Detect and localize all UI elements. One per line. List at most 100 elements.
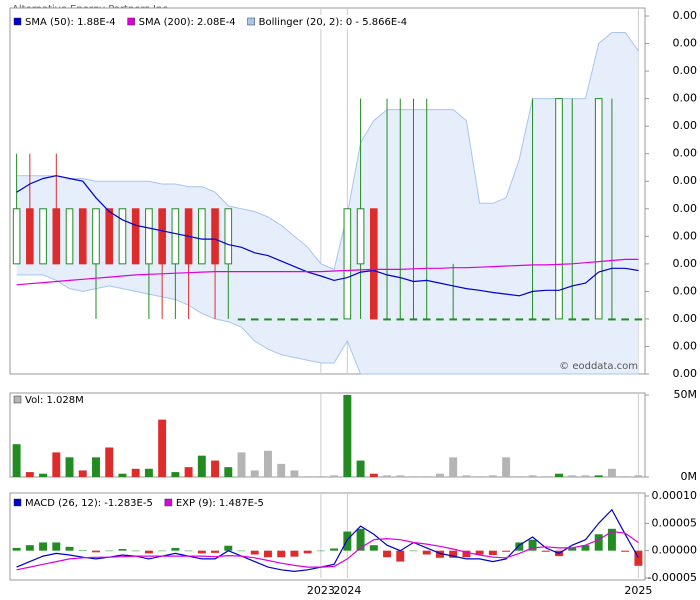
volume-bar	[78, 470, 87, 477]
candle-body	[277, 318, 286, 321]
y-tick-label: 0.00	[673, 174, 698, 187]
candle-body	[105, 208, 114, 265]
volume-bar	[607, 468, 616, 477]
macd-histogram-bar	[184, 550, 193, 552]
volume-bar	[594, 475, 603, 477]
macd-histogram-bar	[462, 550, 471, 558]
legend-swatch	[13, 395, 22, 404]
volume-bar	[12, 444, 21, 477]
candle-body	[211, 208, 219, 265]
volume-bar	[316, 476, 325, 477]
candle-body	[250, 318, 259, 321]
watermark: © eoddata.com	[559, 361, 638, 372]
volume-bar	[105, 447, 114, 477]
macd-histogram-bar	[290, 550, 299, 557]
candle-body	[65, 208, 74, 265]
candle-body	[502, 318, 510, 321]
macd-histogram-bar	[541, 550, 550, 552]
macd-histogram-bar	[264, 550, 272, 558]
candle-body	[343, 208, 352, 320]
x-tick-label: 2025	[624, 584, 652, 597]
legend-label: Bollinger (20, 2): 0 - 5.866E-4	[259, 17, 407, 28]
panel-frame	[9, 392, 646, 478]
candle-body	[198, 208, 206, 265]
candle-body	[145, 208, 153, 265]
macd-histogram-bar	[528, 539, 537, 551]
macd-histogram-bar	[171, 547, 180, 551]
candle-body	[541, 318, 550, 321]
candle-body	[396, 318, 405, 321]
candle-body	[369, 208, 378, 320]
y-tick-label: 0M	[681, 470, 698, 483]
candle-body	[303, 318, 312, 321]
volume-bar	[396, 475, 405, 477]
macd-histogram-bar	[488, 550, 497, 556]
y-tick-label: 0.00	[673, 37, 698, 50]
candle-body	[237, 318, 246, 321]
macd-histogram-bar	[475, 550, 484, 555]
macd-histogram-bar	[330, 548, 339, 551]
sma-line	[16, 175, 639, 297]
candle-body	[290, 318, 299, 321]
y-tick-label: 0.00	[673, 312, 698, 325]
candle-body	[489, 318, 497, 321]
y-tick-label: 0.00	[673, 92, 698, 105]
candle-body	[224, 208, 233, 265]
y-tick-label: 50M	[674, 388, 698, 401]
candle-body	[356, 208, 365, 265]
candle-body	[26, 208, 34, 265]
legend-swatch	[247, 17, 255, 26]
volume-bar	[502, 457, 511, 477]
volume-bar	[118, 473, 127, 477]
y-tick-label: 0.00	[673, 284, 698, 297]
candle-body	[528, 318, 537, 321]
candle-body	[12, 208, 21, 265]
candle-body	[621, 318, 629, 321]
candle-body	[475, 318, 484, 321]
volume-bar	[39, 473, 48, 477]
volume-bar	[131, 468, 140, 477]
volume-bar	[184, 467, 193, 477]
macd-histogram-bar	[316, 550, 325, 552]
volume-bar	[435, 473, 444, 477]
y-tick-label: -0.00005	[648, 571, 697, 584]
macd-histogram-bar	[581, 545, 590, 551]
macd-histogram-bar	[144, 550, 153, 554]
volume-bar	[621, 476, 630, 477]
legend-label: Vol: 1.028M	[25, 395, 84, 406]
legend-label: MACD (26, 12): -1.283E-5	[25, 498, 153, 509]
y-tick-label: 0.00	[673, 339, 698, 352]
macd-histogram-bar	[422, 550, 431, 555]
candle-body	[264, 318, 272, 321]
macd-histogram-bar	[277, 550, 286, 558]
candle-body	[422, 318, 431, 321]
volume-bar	[422, 476, 431, 477]
macd-line	[16, 530, 639, 571]
volume-bar	[290, 470, 299, 477]
macd-histogram-bar	[369, 545, 378, 551]
volume-bar	[528, 475, 537, 477]
candle-body	[118, 208, 127, 265]
macd-histogram-bar	[449, 550, 458, 558]
macd-histogram-bar	[502, 550, 511, 552]
macd-histogram-bar	[39, 542, 48, 551]
volume-bar	[158, 419, 167, 477]
macd-histogram-bar	[65, 546, 74, 551]
volume-bar	[171, 472, 180, 477]
y-tick-label: 0.00	[673, 202, 698, 215]
volume-bar	[330, 475, 339, 477]
volume-bar	[343, 395, 352, 477]
candle-body	[383, 318, 391, 321]
macd-histogram-bar	[303, 550, 312, 554]
y-tick-label: 0.00	[673, 119, 698, 132]
legend-swatch	[127, 17, 135, 26]
volume-bar	[264, 450, 272, 477]
macd-histogram-bar	[435, 550, 444, 558]
candle-body	[515, 318, 524, 321]
macd-histogram-bar	[568, 547, 577, 551]
candle-body	[634, 318, 643, 321]
candle-body	[608, 318, 616, 321]
volume-bar	[581, 475, 590, 477]
macd-histogram-bar	[383, 550, 391, 558]
